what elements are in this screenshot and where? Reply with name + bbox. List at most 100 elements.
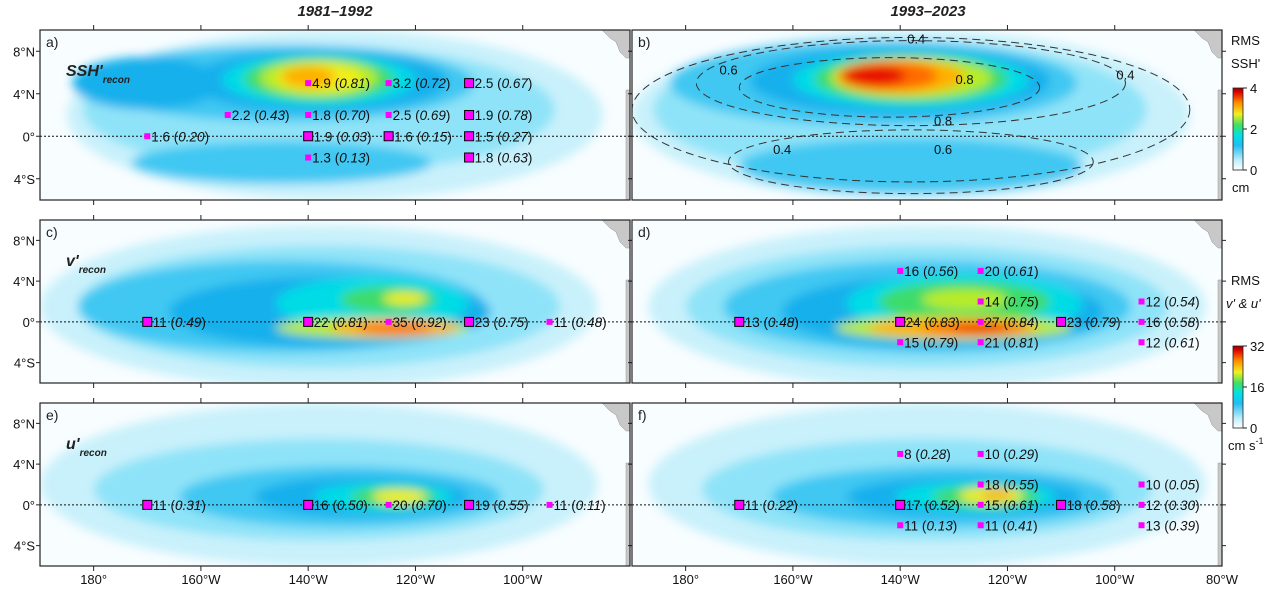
station-marker: 35 (0.92) bbox=[385, 315, 447, 330]
contour-fill bbox=[72, 56, 223, 110]
station-correlation: 0.78 bbox=[502, 108, 529, 123]
colorbar-tick: 0 bbox=[1250, 421, 1257, 436]
station-marker: 12 (0.54) bbox=[1138, 295, 1200, 310]
station-value: 35 (0.92) bbox=[393, 315, 447, 330]
y-tick-label: 4°S bbox=[14, 356, 35, 371]
station-value: 15 (0.61) bbox=[985, 498, 1039, 513]
panel-label: e) bbox=[46, 407, 58, 423]
station-marker: 3.2 (0.72) bbox=[385, 76, 450, 91]
station-correlation: 0.30 bbox=[1169, 498, 1196, 513]
station-marker: 11 (0.49) bbox=[142, 315, 206, 330]
station-square bbox=[464, 316, 475, 327]
panel-f: f) 180° 160°W 140°W 120°W 100°W 80°W 8 (0.28) 10… bbox=[628, 398, 1239, 587]
land-mask bbox=[601, 30, 630, 200]
contour-fill bbox=[281, 66, 335, 88]
station-correlation: 0.50 bbox=[337, 498, 364, 513]
station-marker: 16 (0.56) bbox=[897, 264, 958, 279]
station-value: 24 (0.83) bbox=[906, 315, 960, 330]
station-correlation: 0.48 bbox=[768, 315, 795, 330]
station-marker: 15 (0.79) bbox=[897, 335, 958, 350]
station-marker: 18 (0.55) bbox=[977, 478, 1039, 493]
colorbar-gradient bbox=[1232, 87, 1244, 171]
land-mask bbox=[1193, 220, 1222, 383]
station-value: 23 (0.79) bbox=[1067, 315, 1121, 330]
station-square bbox=[734, 499, 745, 510]
panel-label: d) bbox=[638, 224, 650, 240]
station-marker: 2.2 (0.43) bbox=[224, 108, 290, 123]
station-square bbox=[464, 152, 475, 163]
colorbar-ssh: RMS SSH' 0 2 4 cm bbox=[1231, 33, 1260, 195]
station-square bbox=[464, 499, 475, 510]
station-correlation: 0.54 bbox=[1169, 295, 1195, 310]
panel-b: 0.4 0.4 0.6 0.8 0.8 0.4 0.6 b) bbox=[628, 25, 1226, 205]
station-marker: 1.8 (0.70) bbox=[305, 108, 370, 123]
station-square bbox=[385, 318, 392, 325]
land-mask bbox=[1193, 30, 1222, 200]
land-mask bbox=[601, 403, 630, 566]
station-square bbox=[895, 316, 906, 327]
y-tick-label: 8°N bbox=[13, 416, 35, 431]
station-square bbox=[897, 339, 904, 346]
rms-field bbox=[40, 403, 630, 566]
station-marker: 1.3 (0.13) bbox=[305, 151, 370, 166]
station-value: 18 (0.58) bbox=[1067, 498, 1121, 513]
station-marker: 27 (0.84) bbox=[977, 315, 1039, 330]
station-value: 21 (0.81) bbox=[985, 335, 1039, 350]
contour-fill bbox=[356, 322, 432, 334]
rms-field bbox=[632, 403, 1222, 566]
panel-frame bbox=[39, 219, 631, 384]
station-square bbox=[977, 501, 984, 508]
station-correlation: 0.67 bbox=[502, 76, 529, 91]
colorbar-tick: 0 bbox=[1250, 163, 1257, 178]
x-tick-label: 80°W bbox=[1206, 572, 1239, 587]
station-correlation: 0.70 bbox=[416, 498, 443, 513]
station-marker: 13 (0.39) bbox=[1138, 518, 1200, 533]
station-correlation: 0.11 bbox=[576, 498, 601, 513]
contour-label: 0.8 bbox=[956, 72, 974, 87]
station-correlation: 0.58 bbox=[1169, 315, 1196, 330]
contour-fill bbox=[131, 141, 432, 185]
station-value: 13 (0.48) bbox=[745, 315, 799, 330]
station-value: 1.6 (0.20) bbox=[151, 129, 209, 144]
colorbar-unit: cm bbox=[1232, 180, 1249, 195]
station-square bbox=[1138, 298, 1145, 305]
station-value: 10 (0.29) bbox=[985, 447, 1039, 462]
station-correlation: 0.72 bbox=[420, 76, 447, 91]
station-value: 11 (0.49) bbox=[153, 315, 206, 330]
y-tick-label: 4°N bbox=[13, 274, 35, 289]
panel-frame bbox=[631, 29, 1223, 201]
station-correlation: 0.79 bbox=[1090, 315, 1117, 330]
station-correlation: 0.79 bbox=[927, 335, 954, 350]
station-correlation: 0.43 bbox=[259, 108, 286, 123]
station-square bbox=[977, 298, 984, 305]
station-value: 12 (0.61) bbox=[1146, 335, 1200, 350]
colorbar-variable: SSH' bbox=[1231, 56, 1260, 71]
station-value: 11 (0.22) bbox=[745, 498, 798, 513]
x-tick-label: 140°W bbox=[881, 572, 921, 587]
station-correlation: 0.83 bbox=[929, 315, 956, 330]
x-tick-label: 160°W bbox=[181, 572, 221, 587]
station-square bbox=[977, 267, 984, 274]
panel-label: c) bbox=[46, 224, 58, 240]
contour-fill bbox=[980, 489, 1013, 500]
station-square bbox=[977, 481, 984, 488]
station-correlation: 0.61 bbox=[1008, 264, 1034, 279]
y-tick-label: 8°N bbox=[13, 44, 35, 59]
station-correlation: 0.58 bbox=[1090, 498, 1117, 513]
station-value: 16 (0.56) bbox=[904, 264, 958, 279]
station-square bbox=[305, 154, 312, 161]
station-square bbox=[144, 133, 151, 140]
station-correlation: 0.92 bbox=[416, 315, 443, 330]
station-marker: 12 (0.61) bbox=[1138, 335, 1200, 350]
station-square bbox=[1138, 339, 1145, 346]
station-correlation: 0.75 bbox=[498, 315, 525, 330]
station-square bbox=[977, 522, 984, 529]
station-correlation: 0.69 bbox=[420, 108, 447, 123]
station-value: 1.9 (0.78) bbox=[475, 108, 533, 123]
station-marker: 23 (0.79) bbox=[1056, 315, 1121, 330]
station-correlation: 0.15 bbox=[421, 129, 448, 144]
station-square bbox=[734, 316, 745, 327]
station-value: 11 (0.41) bbox=[985, 518, 1038, 533]
station-square bbox=[897, 267, 904, 274]
